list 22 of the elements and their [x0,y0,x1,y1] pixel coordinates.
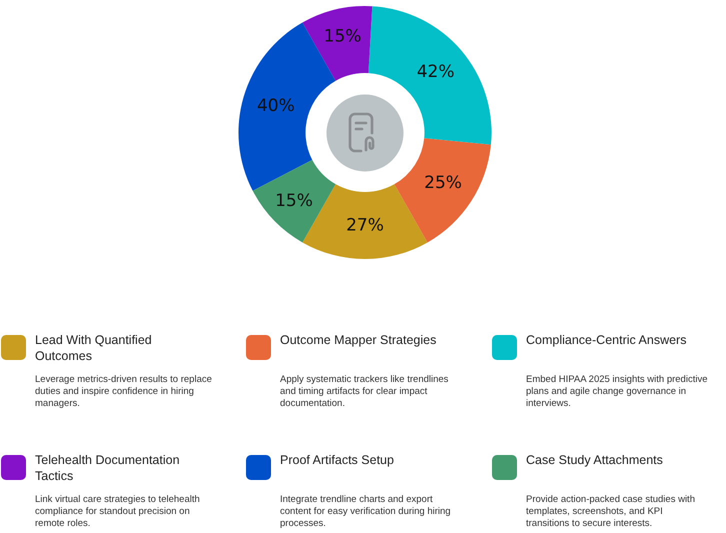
data-label: 15% [324,26,362,47]
data-label: 42% [416,62,454,82]
data-label: 25% [424,173,462,194]
legend-label: Outcome Mapper Strategies [280,332,438,348]
legend-label: Case Study Attachments [526,452,664,468]
data-label: 15% [275,190,313,211]
data-label: 27% [346,215,384,236]
text: Embed HIPAA 2025 insights with predictive plans and agile change governance in interviews. [526,374,708,410]
legend-label: Proof Artifacts Setup [280,452,395,468]
donut-slice [302,6,372,81]
text: Leverage metrics-driven results to replace duties and inspire confidence in hiring managers. [35,374,213,410]
text: Integrate trendline charts and export content for easy verification during hiring processes. [280,494,452,530]
text: Apply systematic trackers like trendlines and timing artifacts for clear impact documentation. [280,374,450,410]
legend-label: Lead With Quantified Outcomes [35,332,153,364]
legend-label: Compliance-Centric Answers [526,332,688,348]
donut-slice [252,160,336,242]
data-label: 40% [256,96,295,116]
text: Link virtual care strategies to telehealth compliance for standout precision on remote roles. [35,494,201,530]
donut-slice [368,6,492,145]
text: Provide action-packed case studies with templates, screenshots, and KPI transitions to secure interests. [526,494,696,530]
donut-slice [394,138,491,242]
legend-label: Telehealth Documentation Tactics [35,452,181,484]
